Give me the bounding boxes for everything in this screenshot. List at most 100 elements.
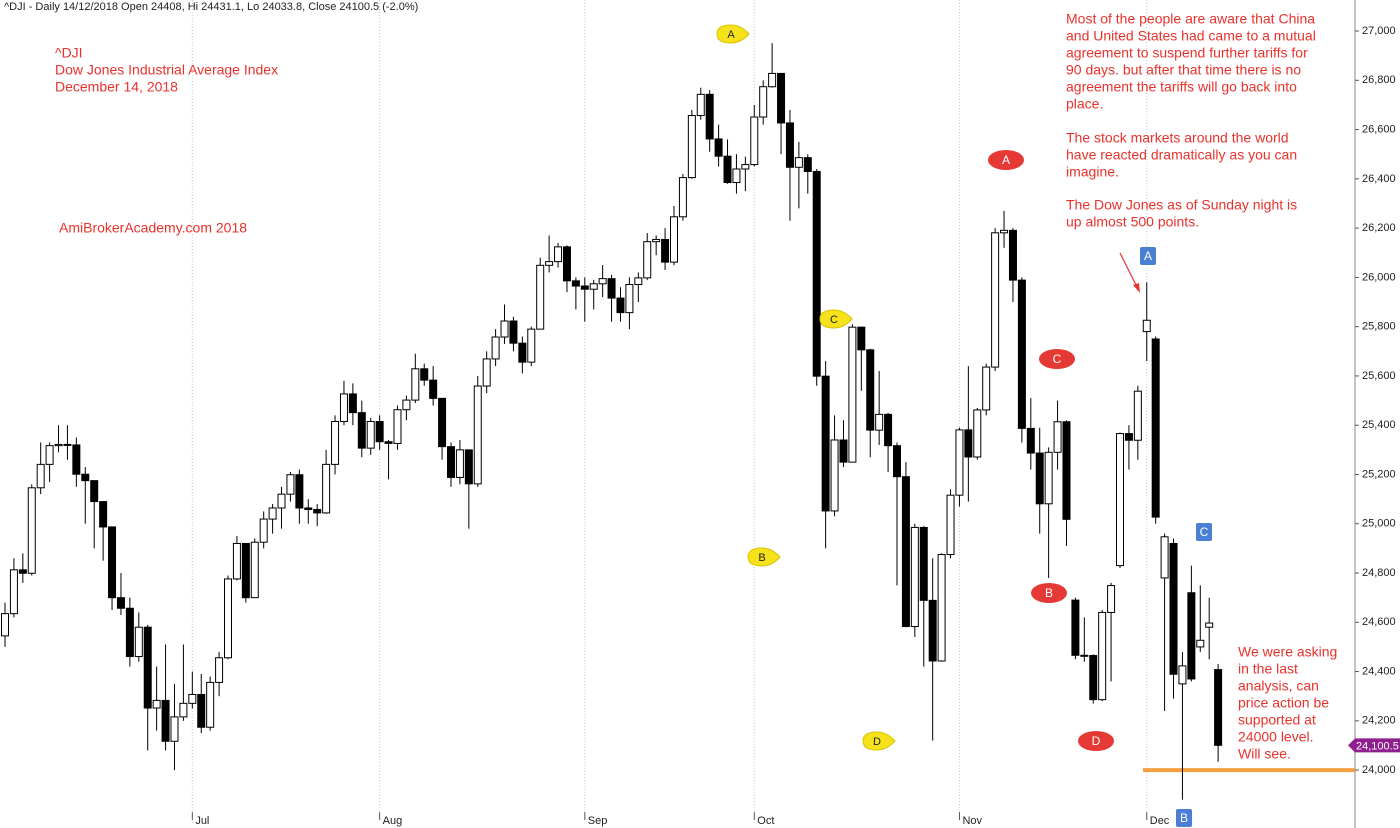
note-line: and United States had came to a mutual (1066, 28, 1316, 44)
candle-body (794, 157, 803, 168)
marker: C (819, 309, 853, 329)
candle-body (188, 693, 197, 704)
candle-body (955, 429, 964, 496)
last-price-tag (1348, 738, 1400, 753)
candle-body (125, 607, 134, 658)
candle-body (625, 284, 634, 314)
candle-body (527, 328, 536, 363)
marker-shape (1196, 523, 1212, 541)
candle-body (116, 597, 125, 609)
candle-body (90, 480, 99, 503)
candle-body (821, 375, 830, 512)
candle-body (241, 542, 250, 599)
candle-body (143, 626, 152, 709)
marker: C (1039, 349, 1075, 369)
candle-body (607, 278, 616, 299)
candle-body (768, 72, 777, 88)
marker-shape (1140, 247, 1156, 265)
candle-body (9, 569, 18, 615)
candle-body (134, 626, 143, 658)
y-tick-label: 24,000 (1362, 764, 1396, 776)
candle-body (420, 368, 429, 381)
candle-body (375, 421, 384, 443)
candle-body (830, 439, 839, 512)
marker: D (862, 731, 896, 751)
marker-label: C (1053, 352, 1062, 366)
marker-label: B (1045, 586, 1053, 600)
candle-body (562, 246, 571, 282)
y-tick-label: 25,600 (1362, 370, 1396, 382)
candle-body (678, 177, 687, 218)
y-tick-label: 25,200 (1362, 468, 1396, 480)
arrow (1119, 252, 1140, 293)
candle-body (348, 393, 357, 414)
candle-body (402, 399, 411, 411)
candle-body (714, 138, 723, 157)
candle-body (723, 155, 732, 184)
note-line: Most of the people are aware that China (1066, 11, 1315, 27)
candle-body (232, 542, 241, 580)
candle-body (1205, 622, 1214, 628)
note-line: 90 days. but after that time there is no (1066, 62, 1301, 78)
candle-body (63, 443, 72, 446)
y-tick-label: 25,400 (1362, 419, 1396, 431)
candle-body (1169, 542, 1178, 675)
candle-body (803, 157, 812, 172)
candle-body (491, 336, 500, 360)
y-tick-label: 24,200 (1362, 715, 1396, 727)
y-tick-label: 24,800 (1362, 567, 1396, 579)
watermark: AmiBrokerAcademy.com 2018 (59, 220, 247, 236)
side-note-line: We were asking (1238, 644, 1337, 660)
y-tick-label: 26,200 (1362, 222, 1396, 234)
side-note-line: analysis, can (1238, 678, 1319, 694)
marker: C (1196, 523, 1212, 541)
marker: B (1176, 809, 1192, 827)
note-line: up almost 500 points. (1066, 214, 1199, 230)
candle-body (259, 518, 268, 543)
y-tick-label: 27,000 (1362, 25, 1396, 37)
candle-body (464, 449, 473, 485)
candle-body (1160, 536, 1169, 579)
candle-body (1133, 390, 1142, 441)
candle-body (571, 280, 580, 287)
y-tick-label: 26,000 (1362, 271, 1396, 283)
candle-body (36, 463, 45, 489)
candle-body (304, 507, 313, 510)
candle-body (384, 441, 393, 444)
candle-body (322, 463, 331, 514)
candle-body (179, 702, 188, 718)
x-tick-label: Dec (1150, 815, 1170, 827)
side-note-line: 24000 level. (1238, 729, 1314, 745)
candle-body (411, 368, 420, 401)
candle-body (27, 487, 36, 574)
marker: D (1078, 731, 1114, 751)
side-note-line: supported at (1238, 712, 1316, 728)
y-tick-label: 26,600 (1362, 123, 1396, 135)
side-note-line: price action be (1238, 695, 1329, 711)
candle-body (661, 238, 670, 263)
candle-body (785, 122, 794, 168)
candle-body (1035, 452, 1044, 505)
candle-body (901, 476, 910, 627)
candle-body (250, 541, 259, 599)
candle-body (429, 379, 438, 399)
candle-body (331, 421, 340, 465)
note-line: The stock markets around the world (1066, 130, 1289, 146)
marker-shape (1031, 583, 1067, 603)
candle-body (518, 342, 527, 363)
side-note-line: Will see. (1238, 746, 1291, 762)
candle-body (777, 72, 786, 124)
x-tick-label: Aug (383, 815, 403, 827)
note-line: imagine. (1066, 164, 1119, 180)
candle-body (447, 446, 455, 478)
marker-label: C (1200, 525, 1209, 539)
marker-label: A (1144, 249, 1152, 263)
candle-body (170, 716, 179, 742)
candle-body (1062, 421, 1071, 520)
x-tick-label: Sep (588, 815, 608, 827)
candle-body (875, 413, 884, 431)
candle-body (438, 397, 447, 448)
candle-body (161, 699, 170, 742)
candle-body (313, 508, 322, 514)
marker-shape (716, 24, 750, 44)
